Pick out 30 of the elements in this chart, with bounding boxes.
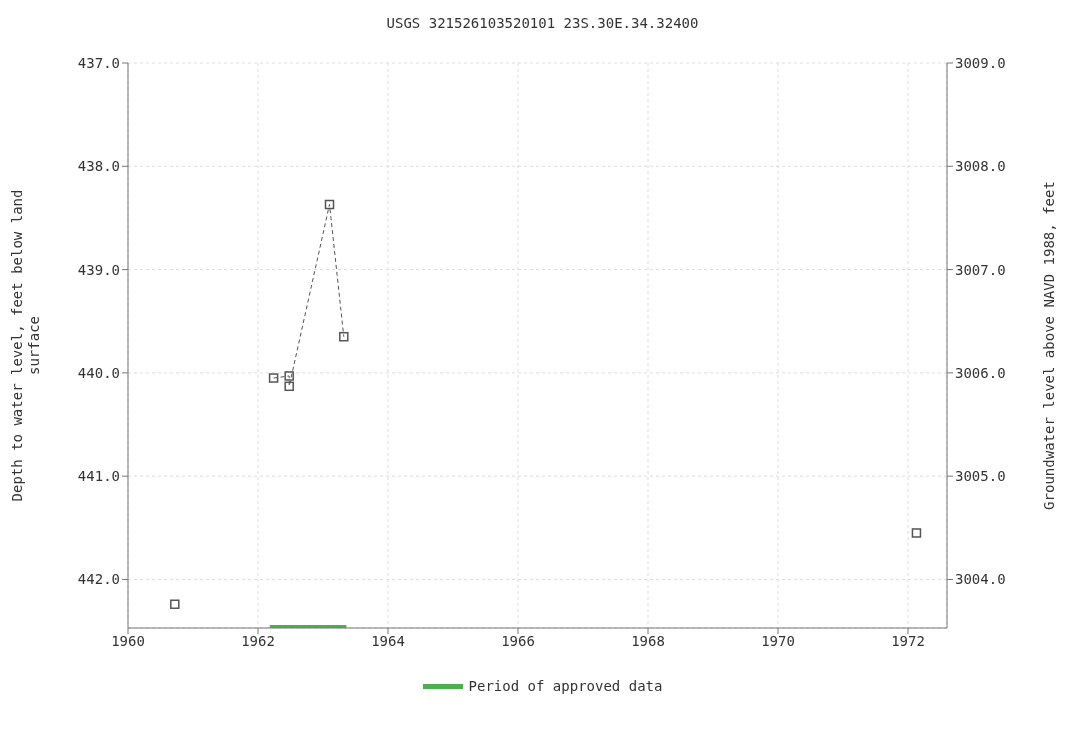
point xyxy=(911,528,922,538)
point xyxy=(284,381,294,392)
x-tick-label: 1966 xyxy=(501,632,535,649)
legend-label: Period of approved data xyxy=(468,678,663,694)
x-tick-label: 1970 xyxy=(761,632,795,649)
x-tick-label: 1968 xyxy=(631,632,665,649)
y-tick-label: 442.0 xyxy=(77,571,120,588)
y2-tick-label: 3004.0 xyxy=(955,571,1006,588)
y2-tick-label: 3005.0 xyxy=(955,468,1006,485)
x-tick-label: 1964 xyxy=(371,632,405,649)
y-tick-label: 438.0 xyxy=(77,158,120,175)
point xyxy=(284,371,294,381)
y2-axis-title: Groundwater level above NAVD 1988, feet xyxy=(1040,181,1057,510)
y-tick-label: 437.0 xyxy=(77,54,120,71)
x-tick-label: 1962 xyxy=(241,632,275,649)
point xyxy=(339,331,349,342)
point xyxy=(268,373,279,383)
x-tick-label: 1960 xyxy=(111,632,145,649)
point xyxy=(170,599,180,609)
y-tick-label: 441.0 xyxy=(77,468,120,485)
y-tick-label: 440.0 xyxy=(77,364,120,381)
y-axis-title: Depth to water level, feet below land surface xyxy=(9,189,42,502)
chart-title: USGS 321526103520101 23S.30E.34.32400 xyxy=(385,14,700,33)
y2-tick-label: 3007.0 xyxy=(955,261,1006,278)
point xyxy=(324,199,335,210)
y2-tick-label: 3009.0 xyxy=(955,54,1006,71)
y-tick-label: 439.0 xyxy=(77,261,120,278)
y2-tick-label: 3008.0 xyxy=(955,158,1006,175)
x-tick-label: 1972 xyxy=(891,632,925,649)
y2-tick-label: 3006.0 xyxy=(955,364,1006,381)
